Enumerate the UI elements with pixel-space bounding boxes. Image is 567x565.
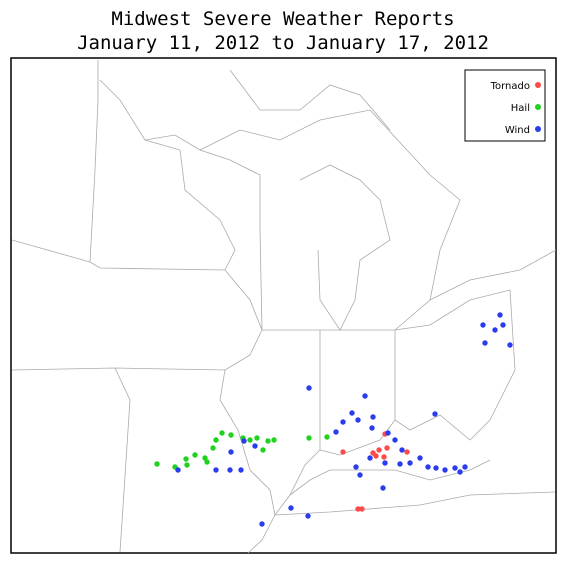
report-dot (288, 505, 294, 511)
report-dot (480, 322, 486, 328)
report-dot (175, 467, 181, 473)
report-dot (349, 410, 355, 416)
legend-swatch (535, 104, 541, 110)
report-dot (397, 461, 403, 467)
report-dot (183, 456, 189, 462)
legend-label: Tornado (490, 81, 530, 92)
report-dot (417, 455, 423, 461)
report-dot (254, 435, 260, 441)
report-dot (192, 452, 198, 458)
report-dot (305, 513, 311, 519)
map-subtitle: January 11, 2012 to January 17, 2012 (77, 32, 489, 54)
report-dot (228, 432, 234, 438)
report-dot (500, 322, 506, 328)
report-markers (154, 312, 513, 527)
report-dot (457, 469, 463, 475)
report-dot (204, 459, 210, 465)
report-dot (355, 506, 361, 512)
report-dot (213, 437, 219, 443)
report-dot (385, 430, 391, 436)
report-dot (340, 449, 346, 455)
report-dot (407, 460, 413, 466)
report-dot (492, 327, 498, 333)
report-dot (399, 447, 405, 453)
report-dot (442, 467, 448, 473)
report-dot (184, 462, 190, 468)
state-boundaries (11, 60, 557, 554)
report-dot (380, 485, 386, 491)
report-dot (353, 464, 359, 470)
legend-swatch (535, 82, 541, 88)
report-dot (497, 312, 503, 318)
report-dot (238, 467, 244, 473)
legend: Tornado Hail Wind (490, 81, 541, 136)
report-dot (259, 521, 265, 527)
report-dot (369, 425, 375, 431)
report-dot (241, 438, 247, 444)
report-dot (382, 460, 388, 466)
report-dot (381, 454, 387, 460)
report-dot (355, 417, 361, 423)
report-dot (219, 430, 225, 436)
report-dot (452, 465, 458, 471)
legend-box (464, 69, 546, 142)
report-dot (228, 449, 234, 455)
report-dot (373, 453, 379, 459)
report-dot (425, 464, 431, 470)
report-dot (271, 437, 277, 443)
report-dot (432, 411, 438, 417)
report-dot (359, 506, 365, 512)
report-dot (154, 461, 160, 467)
report-dot (367, 455, 373, 461)
report-dot (306, 385, 312, 391)
report-dot (202, 455, 208, 461)
report-dot (260, 447, 266, 453)
report-dot (507, 342, 513, 348)
report-dot (324, 434, 330, 440)
map-title: Midwest Severe Weather Reports (111, 8, 454, 30)
report-dot (370, 414, 376, 420)
report-dot (247, 437, 253, 443)
report-dot (357, 472, 363, 478)
report-dot (265, 438, 271, 444)
report-dot (433, 465, 439, 471)
report-dot (362, 393, 368, 399)
legend-label: Wind (505, 125, 530, 136)
report-dot (384, 445, 390, 451)
report-dot (213, 467, 219, 473)
report-dot (227, 467, 233, 473)
report-dot (392, 437, 398, 443)
report-dot (306, 435, 312, 441)
report-dot (482, 340, 488, 346)
report-dot (333, 429, 339, 435)
report-dot (252, 443, 258, 449)
report-dot (376, 447, 382, 453)
report-dot (462, 464, 468, 470)
legend-swatch (535, 126, 541, 132)
report-dot (210, 445, 216, 451)
legend-label: Hail (511, 103, 530, 114)
report-dot (340, 419, 346, 425)
report-dot (404, 449, 410, 455)
